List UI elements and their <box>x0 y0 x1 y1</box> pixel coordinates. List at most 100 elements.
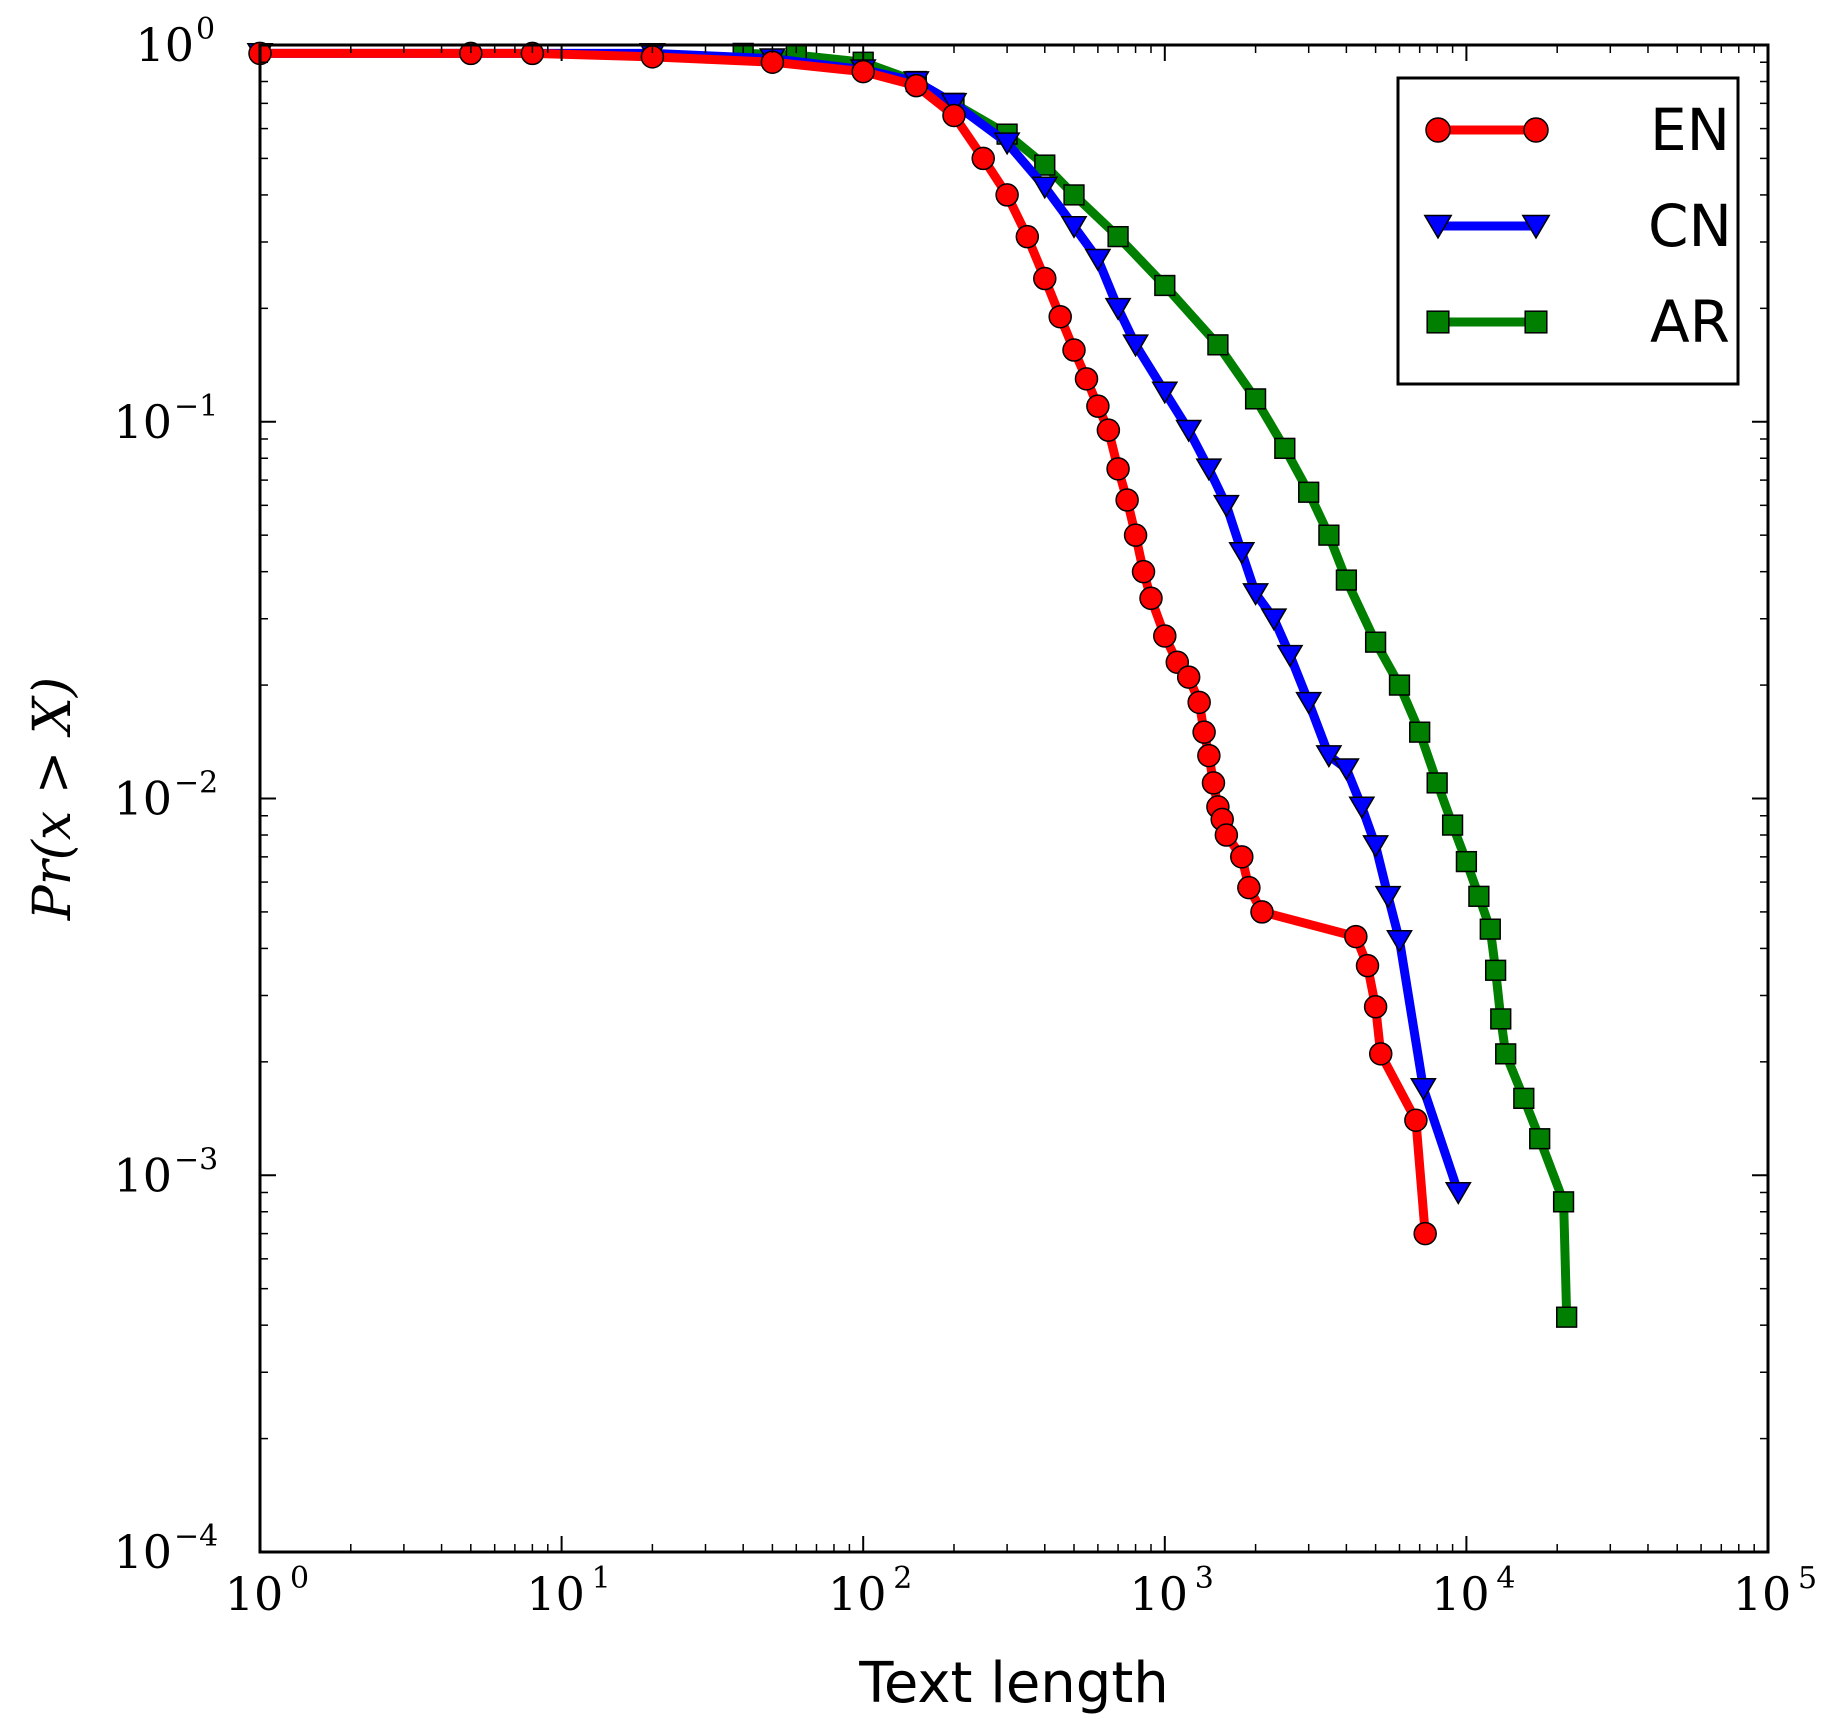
y-tick-base: 10 <box>113 1148 172 1202</box>
data-point-en <box>1062 338 1086 362</box>
legend-item-en: EN <box>1425 96 1730 164</box>
series-line-en <box>260 48 1430 1234</box>
legend: EN CN AR <box>1396 76 1740 386</box>
y-tick-base: 10 <box>113 772 172 826</box>
data-point-cn <box>1060 215 1088 239</box>
x-tick-exponent: 0 <box>290 1561 309 1596</box>
legend-marker-cn <box>1423 214 1453 240</box>
data-point-en <box>1115 488 1139 512</box>
y-axis-title: Pr(x > X) <box>23 677 83 921</box>
data-point-cn <box>1212 494 1240 518</box>
data-point-en <box>971 146 995 171</box>
data-point-ar <box>1388 674 1411 696</box>
data-point-en <box>1123 523 1148 547</box>
x-tick-label: 10 4 <box>1431 1561 1515 1621</box>
data-point-cn <box>1031 176 1059 200</box>
y-tick-exponent: −1 <box>174 389 218 424</box>
tick-layer: 10 0 10 1 10 2 10 3 10 4 10 510 010 −110 −210 −310 −4 <box>113 12 1817 1621</box>
data-point-en <box>1096 418 1121 442</box>
legend-label-en: EN <box>1650 96 1730 164</box>
data-point-ar <box>1409 721 1431 743</box>
x-tick-exponent: 3 <box>1195 1561 1214 1596</box>
data-point-en <box>1131 559 1156 584</box>
data-point-en <box>1404 1108 1428 1132</box>
x-tick-label: 10 3 <box>1130 1561 1214 1621</box>
data-point-en <box>1074 367 1099 391</box>
y-tick-label: 10 −1 <box>113 389 218 449</box>
y-tick-label: 10 −4 <box>113 1519 218 1579</box>
data-point-cn <box>1374 885 1402 909</box>
legend-marker-en <box>1425 117 1451 143</box>
data-point-ar <box>1479 918 1501 940</box>
data-point-en <box>1237 875 1261 900</box>
data-point-ar <box>1107 225 1129 248</box>
data-point-en <box>1344 924 1368 949</box>
data-point-en <box>1250 900 1274 924</box>
data-point-ar <box>1335 569 1358 591</box>
data-point-cn <box>1195 458 1223 482</box>
y-tick-base: 10 <box>113 395 172 449</box>
data-point-ar <box>1207 334 1229 356</box>
y-tick-exponent: 0 <box>196 12 215 47</box>
y-tick-exponent: −4 <box>174 1519 218 1554</box>
data-point-en <box>1153 624 1177 648</box>
data-point-cn <box>1276 644 1304 668</box>
legend-marker-en <box>1523 117 1549 143</box>
y-tick-exponent: −3 <box>174 1142 218 1177</box>
data-point-en <box>1176 665 1201 689</box>
legend-label-cn: CN <box>1648 192 1732 260</box>
x-tick-exponent: 1 <box>592 1561 611 1596</box>
x-tick-label: 10 1 <box>526 1561 610 1621</box>
data-point-cn <box>1332 758 1360 782</box>
data-point-en <box>851 59 875 84</box>
series-layer <box>246 41 1578 1328</box>
data-point-ar <box>1063 184 1085 206</box>
data-point-cn <box>1228 541 1256 565</box>
data-point-ar <box>1455 850 1478 873</box>
series-cn <box>246 42 1472 1205</box>
data-point-en <box>995 183 1019 207</box>
data-point-cn <box>1295 691 1323 715</box>
y-tick-label: 10 −3 <box>113 1142 218 1202</box>
data-point-cn <box>1242 583 1270 606</box>
data-point-en <box>1201 771 1226 795</box>
x-tick-exponent: 4 <box>1496 1561 1515 1596</box>
x-tick-label: 10 2 <box>828 1561 912 1621</box>
data-point-ar <box>1298 481 1320 503</box>
x-tick-base: 10 <box>1733 1567 1792 1621</box>
legend-label-ar: AR <box>1650 288 1730 356</box>
data-point-ar <box>1552 1191 1575 1213</box>
x-tick-base: 10 <box>526 1567 585 1621</box>
data-point-en <box>1355 953 1380 978</box>
data-point-cn <box>993 132 1021 156</box>
data-point-en <box>904 73 929 98</box>
data-point-ar <box>1426 772 1448 794</box>
x-tick-base: 10 <box>1431 1567 1490 1621</box>
data-point-cn <box>1122 334 1149 358</box>
x-tick-base: 10 <box>828 1567 887 1621</box>
data-point-cn <box>1444 1182 1472 1205</box>
data-point-en <box>1192 720 1216 744</box>
data-point-ar <box>1556 1306 1578 1328</box>
x-tick-label: 10 0 <box>225 1561 309 1621</box>
data-point-cn <box>1348 796 1376 820</box>
data-point-cn <box>1260 608 1288 632</box>
data-point-en <box>1230 845 1254 869</box>
data-point-ar <box>1513 1087 1535 1109</box>
data-point-en <box>1033 266 1057 291</box>
data-point-ar <box>1244 388 1267 410</box>
x-tick-base: 10 <box>225 1567 284 1621</box>
data-point-en <box>459 41 483 66</box>
y-tick-label: 10 0 <box>135 12 215 72</box>
data-point-en <box>1214 823 1239 847</box>
data-point-ar <box>1484 959 1507 981</box>
data-point-en <box>1015 224 1040 249</box>
data-point-ar <box>1318 524 1340 546</box>
y-tick-label: 10 −2 <box>113 766 218 826</box>
legend-marker-ar <box>1426 310 1450 334</box>
y-tick-exponent: −2 <box>174 766 218 801</box>
data-point-en <box>1086 394 1110 418</box>
legend-item-ar: AR <box>1426 288 1730 356</box>
legend-marker-ar <box>1524 310 1548 334</box>
